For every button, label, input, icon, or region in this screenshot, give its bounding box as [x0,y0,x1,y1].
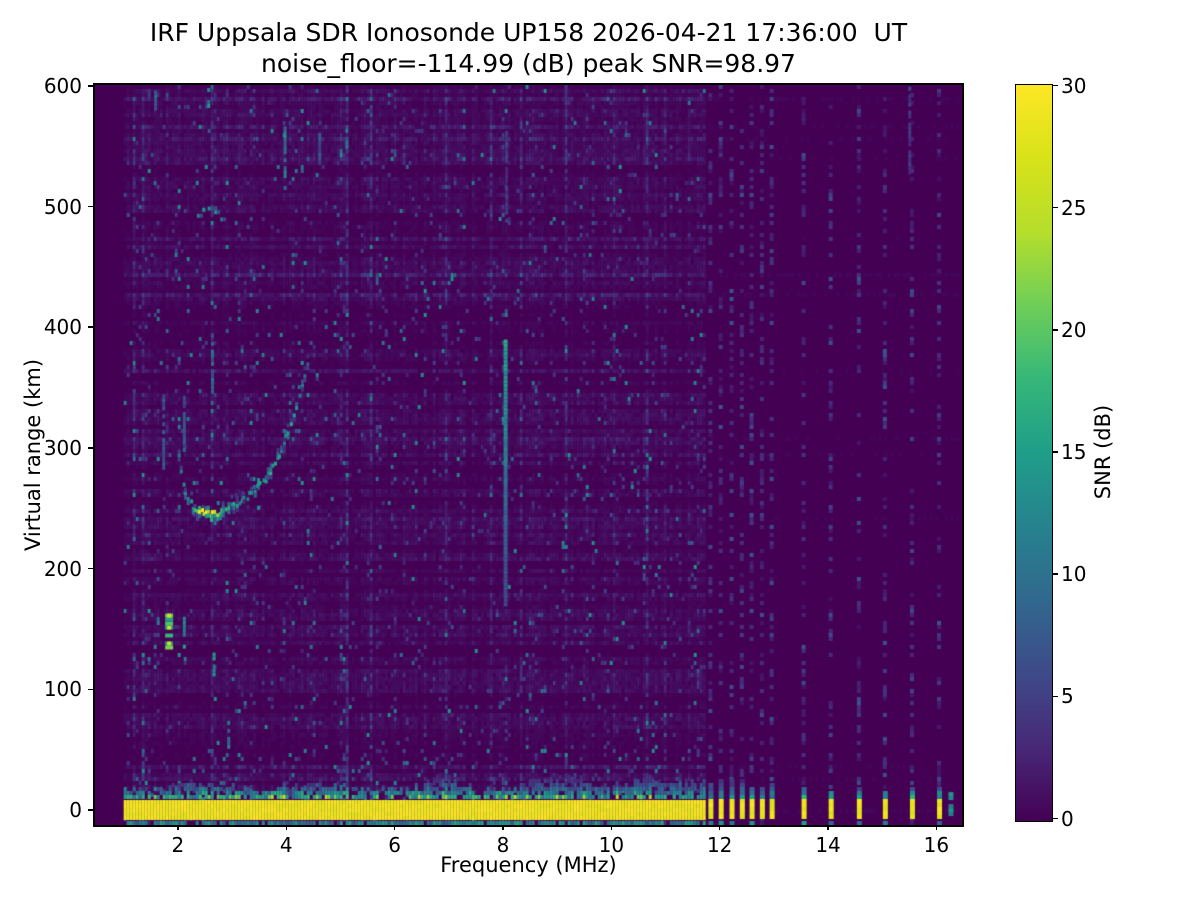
colorbar-tick-mark [1053,695,1058,698]
colorbar-tick-mark [1053,329,1058,331]
ionogram-heatmap [95,85,962,825]
colorbar-tick-mark [1053,573,1058,575]
y-tick-mark [88,447,93,449]
y-tick-mark [88,326,93,328]
plot-subtitle: noise_floor=-114.99 (dB) peak SNR=98.97 [261,49,796,78]
x-tick-label: 2 [171,833,185,857]
colorbar-tick-label: 5 [1061,684,1074,709]
x-tick-label: 10 [598,833,625,857]
colorbar-tick-label: 10 [1061,562,1087,587]
x-tick-mark [393,825,396,830]
y-axis-label: Virtual range (km) [21,358,45,552]
y-tick-mark [88,205,93,208]
y-tick-mark [88,567,93,570]
y-tick-label: 100 [43,677,82,702]
colorbar-tick-mark [1053,451,1058,453]
plot-title: IRF Uppsala SDR Ionosonde UP158 2026-04-… [149,18,908,47]
y-tick-label: 400 [43,315,82,340]
x-tick-mark [177,825,179,830]
colorbar [1015,84,1053,822]
x-tick-mark [718,825,721,830]
colorbar-tick-label: 30 [1061,73,1087,98]
y-tick-label: 0 [69,798,82,822]
x-tick-label: 8 [496,833,510,857]
y-tick-mark [88,85,93,87]
x-tick-label: 12 [706,833,733,857]
x-tick-label: 16 [923,833,950,857]
x-tick-label: 6 [388,833,401,857]
colorbar-tick-label: 0 [1061,806,1074,831]
x-tick-mark [935,825,938,830]
y-tick-label: 600 [43,73,82,98]
colorbar-label: SNR (dB) [1091,404,1115,500]
colorbar-tick-label: 20 [1061,317,1087,342]
x-tick-mark [502,825,504,830]
colorbar-tick-mark [1053,817,1058,820]
colorbar-tick-label: 25 [1061,195,1087,220]
x-axis-label: Frequency (MHz) [440,853,617,877]
colorbar-tick-mark [1053,206,1058,209]
colorbar-tick-label: 15 [1061,440,1087,464]
colorbar-tick-mark [1053,84,1058,87]
y-tick-label: 200 [43,556,82,581]
x-tick-label: 4 [279,833,293,857]
x-tick-mark [610,825,613,830]
y-tick-mark [88,809,93,811]
x-tick-mark [285,825,287,830]
x-tick-label: 14 [815,833,841,857]
y-tick-mark [88,688,93,691]
y-tick-label: 300 [43,435,82,460]
x-tick-mark [827,825,829,830]
y-tick-label: 500 [43,194,82,219]
